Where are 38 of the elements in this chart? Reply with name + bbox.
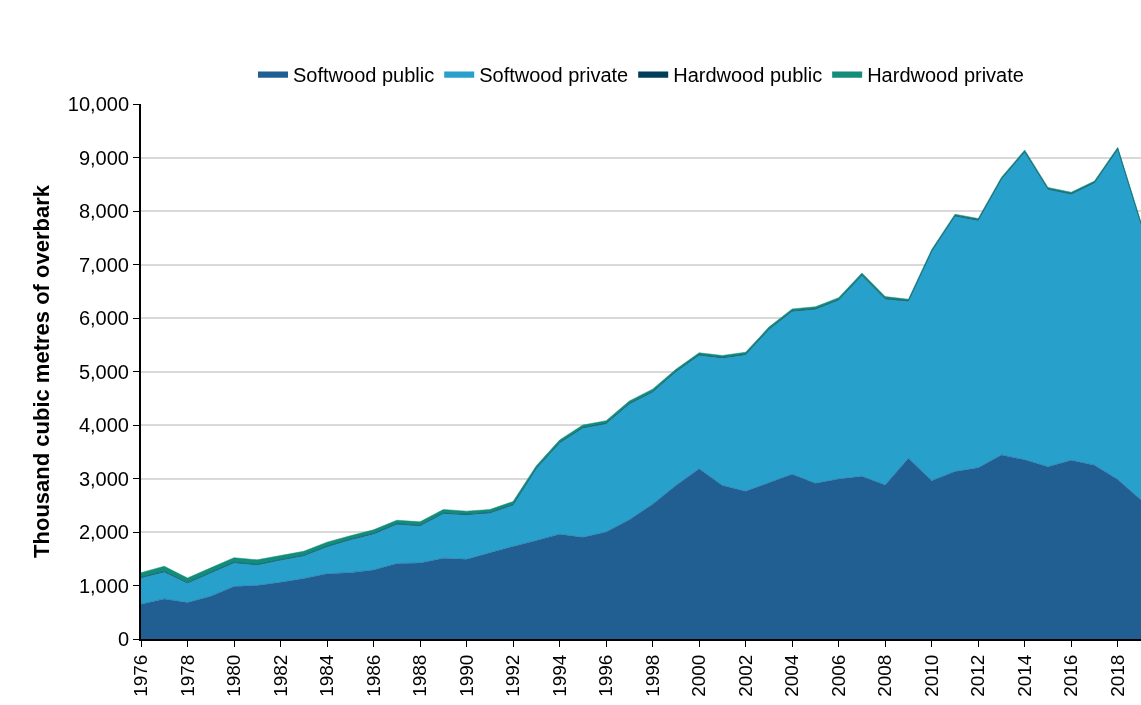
x-tick-label: 1994 <box>548 654 570 697</box>
y-tick-label: 9,000 <box>78 146 129 169</box>
y-tick-label: 5,000 <box>78 360 129 383</box>
x-tick-label: 2014 <box>1013 654 1035 697</box>
y-axis-title: Thousand cubic metres of overbark <box>29 184 55 558</box>
x-tick-label: 2000 <box>688 654 710 697</box>
x-tick-label: 1976 <box>130 654 152 697</box>
x-tick-label: 1992 <box>502 654 524 697</box>
y-tick-label: 1,000 <box>78 574 129 597</box>
y-tick-label: 8,000 <box>78 200 129 222</box>
x-tick-label: 1986 <box>362 654 384 697</box>
x-tick-label: 2004 <box>781 654 803 697</box>
legend-label: Hardwood public <box>673 63 823 86</box>
x-tick-label: 2010 <box>920 654 942 697</box>
x-tick-label: 1998 <box>641 654 663 697</box>
y-tick-label: 2,000 <box>78 521 129 543</box>
x-tick-label: 1996 <box>595 654 617 697</box>
x-tick-label: 1978 <box>176 654 198 697</box>
y-tick-label: 7,000 <box>78 253 129 276</box>
y-tick-label: 10,000 <box>67 93 129 115</box>
y-tick-label: 0 <box>117 628 129 650</box>
x-tick-label: 1984 <box>316 654 338 697</box>
y-tick-label: 6,000 <box>78 307 129 329</box>
x-tick-label: 1990 <box>455 654 477 697</box>
x-tick-label: 2008 <box>874 654 896 697</box>
y-tick-label: 4,000 <box>78 414 129 436</box>
legend-label: Hardwood private <box>867 63 1024 86</box>
x-tick-label: 1982 <box>269 654 291 697</box>
x-tick-label: 1980 <box>223 654 245 697</box>
x-tick-label: 2016 <box>1060 654 1082 697</box>
y-tick-label: 3,000 <box>78 467 129 490</box>
x-tick-label: 1988 <box>409 654 431 697</box>
legend-label: Softwood public <box>293 63 435 86</box>
x-tick-label: 2006 <box>827 654 849 697</box>
x-tick-label: 2018 <box>1106 654 1128 697</box>
x-tick-label: 2002 <box>734 654 756 697</box>
x-tick-label: 2012 <box>967 654 989 697</box>
legend-label: Softwood private <box>479 63 629 86</box>
